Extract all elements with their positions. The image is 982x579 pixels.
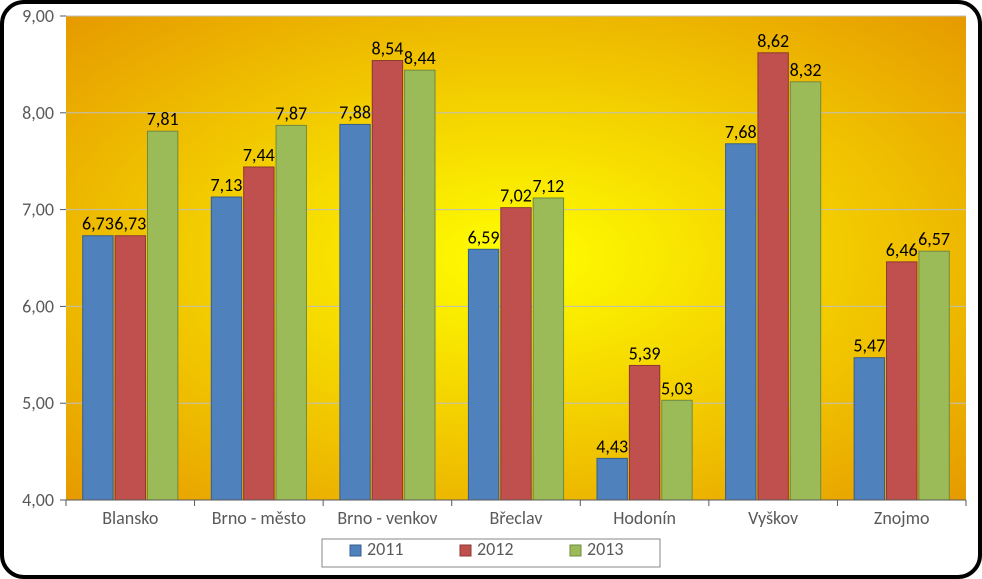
bar bbox=[83, 236, 113, 500]
legend-label: 2013 bbox=[587, 538, 624, 560]
legend-label: 2012 bbox=[477, 538, 514, 560]
data-label: 7,13 bbox=[211, 174, 243, 196]
bar bbox=[405, 70, 435, 500]
data-label: 7,44 bbox=[243, 144, 275, 166]
data-label: 5,39 bbox=[629, 342, 661, 364]
category-label: Znojmo bbox=[874, 507, 930, 529]
bar bbox=[790, 82, 820, 500]
category-label: Brno - venkov bbox=[337, 507, 437, 529]
data-label: 7,02 bbox=[500, 185, 532, 207]
legend-swatch bbox=[460, 545, 471, 556]
data-label: 8,54 bbox=[371, 38, 403, 60]
bar bbox=[115, 236, 145, 500]
y-tick-label: 6,00 bbox=[22, 295, 54, 317]
y-tick-label: 9,00 bbox=[22, 5, 54, 27]
bar bbox=[758, 53, 788, 500]
y-tick-label: 7,00 bbox=[22, 199, 54, 221]
data-label: 5,47 bbox=[853, 335, 885, 357]
data-label: 6,59 bbox=[468, 226, 500, 248]
data-label: 8,32 bbox=[790, 59, 822, 81]
bar bbox=[340, 124, 370, 500]
data-label: 8,44 bbox=[404, 47, 436, 69]
data-label: 5,03 bbox=[661, 377, 693, 399]
data-label: 7,81 bbox=[147, 108, 179, 130]
bar bbox=[919, 251, 949, 500]
data-label: 7,87 bbox=[275, 102, 307, 124]
data-label: 6,46 bbox=[886, 239, 918, 261]
bar bbox=[276, 125, 306, 500]
y-tick-label: 5,00 bbox=[22, 392, 54, 414]
bar bbox=[372, 61, 402, 500]
data-label: 6,73 bbox=[114, 213, 146, 235]
data-label: 7,88 bbox=[339, 101, 371, 123]
legend-swatch bbox=[570, 545, 581, 556]
category-label: Břeclav bbox=[490, 507, 543, 529]
bar bbox=[244, 167, 274, 500]
data-label: 6,57 bbox=[918, 228, 950, 250]
chart-svg: 4,00 5,00 6,00 7,00 8,00 9,00 Blansko Brno - mě… bbox=[0, 0, 982, 579]
bar bbox=[662, 400, 692, 500]
bar bbox=[726, 144, 756, 500]
category-label: Vyškov bbox=[748, 507, 798, 529]
data-label: 7,68 bbox=[725, 121, 757, 143]
bar bbox=[887, 262, 917, 500]
bar bbox=[211, 197, 241, 500]
data-label: 6,73 bbox=[82, 213, 114, 235]
legend-swatch bbox=[350, 545, 361, 556]
legend-label: 2011 bbox=[367, 538, 404, 560]
data-label: 4,43 bbox=[596, 435, 628, 457]
bar bbox=[629, 365, 659, 500]
category-label: Blansko bbox=[102, 507, 158, 529]
y-tick-label: 4,00 bbox=[22, 489, 54, 511]
category-label: Brno - město bbox=[212, 507, 306, 529]
category-label: Hodonín bbox=[613, 507, 676, 529]
bar bbox=[468, 249, 498, 500]
bar bbox=[854, 358, 884, 500]
y-tick-label: 8,00 bbox=[22, 102, 54, 124]
chart-container: 4,00 5,00 6,00 7,00 8,00 9,00 Blansko Brno - mě… bbox=[0, 0, 982, 579]
bar bbox=[597, 458, 627, 500]
bar bbox=[501, 208, 531, 500]
data-label: 8,62 bbox=[757, 30, 789, 52]
data-label: 7,12 bbox=[532, 175, 564, 197]
bar bbox=[147, 131, 177, 500]
bar bbox=[533, 198, 563, 500]
